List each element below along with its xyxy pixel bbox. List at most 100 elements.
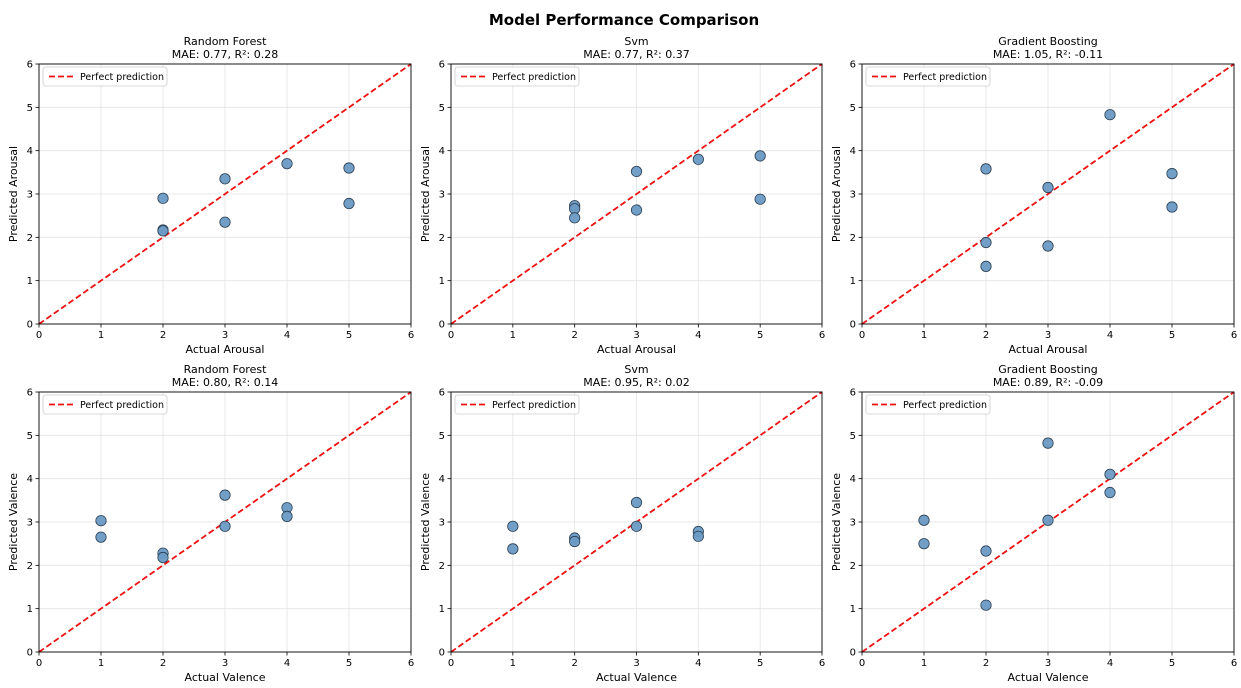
x-axis-label: Actual Valence [185, 671, 266, 684]
x-tick-label: 3 [1045, 330, 1051, 341]
x-tick-label: 3 [633, 330, 639, 341]
y-tick-label: 1 [27, 276, 33, 287]
subplot-title: Svm [624, 363, 648, 376]
y-tick-label: 0 [439, 320, 445, 331]
y-tick-label: 1 [27, 604, 33, 615]
data-point [630, 496, 643, 509]
x-tick-label: 0 [36, 658, 42, 669]
x-tick-label: 1 [921, 658, 927, 669]
y-tick-label: 1 [850, 276, 856, 287]
data-point [1166, 168, 1178, 180]
data-point [980, 599, 992, 611]
data-point [281, 510, 293, 522]
legend-label: Perfect prediction [903, 400, 987, 411]
data-point [95, 531, 107, 543]
data-point [343, 197, 355, 210]
legend-box [865, 394, 991, 415]
subplot-metrics: MAE: 0.89, R²: -0.09 [993, 376, 1103, 389]
y-tick-label: 5 [439, 103, 445, 114]
data-point [219, 216, 231, 228]
legend-label: Perfect prediction [492, 400, 576, 411]
x-tick-label: 1 [98, 330, 104, 341]
data-point [219, 489, 231, 501]
y-tick-label: 5 [27, 103, 33, 114]
y-tick-label: 2 [27, 233, 33, 244]
x-tick-label: 4 [1107, 330, 1113, 341]
data-point [980, 236, 992, 249]
subplot-metrics: MAE: 0.77, R²: 0.28 [172, 48, 278, 61]
subplot-title: Gradient Boosting [998, 35, 1097, 48]
perfect-prediction-line [861, 63, 1235, 325]
x-tick-label: 3 [1045, 658, 1051, 669]
y-tick-label: 1 [439, 276, 445, 287]
y-tick-label: 0 [850, 648, 856, 659]
x-tick-label: 3 [222, 658, 228, 669]
y-tick-label: 6 [439, 60, 445, 71]
data-point [157, 225, 169, 237]
y-tick-label: 2 [850, 233, 856, 244]
x-tick-label: 5 [757, 658, 763, 669]
data-point [980, 163, 992, 175]
x-tick-label: 4 [1107, 658, 1113, 669]
subplot-title: Svm [624, 35, 648, 48]
data-point [1104, 468, 1116, 480]
y-tick-label: 2 [850, 561, 856, 572]
y-tick-label: 2 [439, 233, 445, 244]
data-point [1042, 514, 1054, 526]
y-tick-label: 3 [850, 190, 856, 201]
x-tick-label: 5 [1169, 658, 1175, 669]
x-tick-label: 4 [284, 330, 290, 341]
x-axis-label: Actual Valence [1008, 671, 1089, 684]
subplot-metrics: MAE: 0.80, R²: 0.14 [172, 376, 278, 389]
y-tick-label: 0 [27, 320, 33, 331]
data-point [754, 150, 766, 162]
perfect-prediction-line [450, 63, 823, 325]
y-axis-label: Predicted Valence [7, 473, 20, 571]
y-tick-label: 3 [439, 190, 445, 201]
subplot-metrics: MAE: 0.95, R²: 0.02 [583, 376, 689, 389]
y-tick-label: 6 [850, 60, 856, 71]
y-tick-label: 3 [27, 190, 33, 201]
data-point [569, 212, 581, 224]
y-axis-label: Predicted Arousal [419, 146, 432, 242]
y-tick-label: 6 [27, 60, 33, 71]
data-point [1166, 201, 1178, 213]
y-tick-label: 0 [850, 320, 856, 331]
y-tick-label: 5 [850, 431, 856, 442]
legend-label: Perfect prediction [80, 400, 164, 411]
x-tick-label: 0 [859, 658, 865, 669]
y-tick-label: 5 [27, 431, 33, 442]
x-tick-label: 2 [160, 330, 166, 341]
x-tick-label: 1 [921, 330, 927, 341]
x-axis-label: Actual Arousal [597, 343, 676, 356]
data-point [281, 158, 293, 170]
data-point [692, 530, 704, 542]
x-tick-label: 5 [346, 330, 352, 341]
y-tick-label: 1 [850, 604, 856, 615]
y-tick-label: 3 [850, 518, 856, 529]
x-tick-label: 1 [510, 658, 516, 669]
subplot-metrics: MAE: 1.05, R²: -0.11 [993, 48, 1103, 61]
y-tick-label: 2 [439, 561, 445, 572]
x-tick-label: 3 [222, 330, 228, 341]
x-tick-label: 2 [983, 658, 989, 669]
y-tick-label: 1 [439, 604, 445, 615]
subplot-title: Random Forest [184, 363, 267, 376]
x-tick-label: 5 [757, 330, 763, 341]
data-point [980, 260, 992, 272]
y-tick-label: 4 [439, 146, 445, 157]
data-point [1042, 181, 1054, 194]
data-point [630, 204, 643, 216]
data-point [157, 551, 169, 564]
x-tick-label: 6 [819, 330, 825, 341]
x-tick-label: 0 [448, 330, 454, 341]
y-tick-label: 4 [27, 474, 33, 485]
x-tick-label: 2 [160, 658, 166, 669]
data-point [630, 520, 643, 532]
data-point [1042, 240, 1054, 252]
data-point [1104, 486, 1116, 499]
